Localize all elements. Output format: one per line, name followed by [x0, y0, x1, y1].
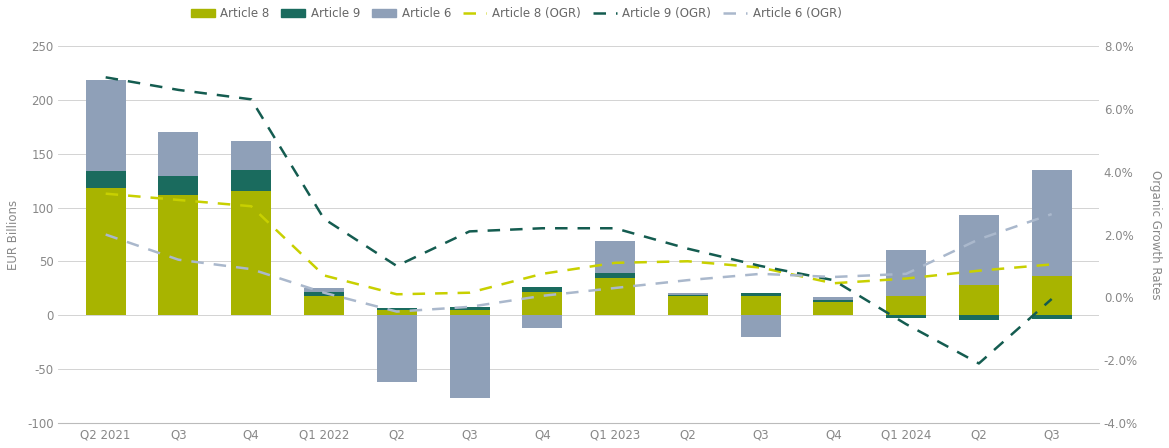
Bar [231, 170, 271, 191]
Bar [595, 273, 635, 278]
Bar [741, 293, 781, 296]
Legend: Article 8, Article 9, Article 6, Article 8 (OGR), Article 9 (OGR), Article 6 (OG: Article 8, Article 9, Article 6, Article… [186, 3, 846, 25]
Bar [376, 310, 417, 315]
Y-axis label: EUR Billions: EUR Billions [7, 199, 20, 270]
Bar [376, 315, 417, 382]
Bar [231, 191, 271, 315]
Bar [667, 293, 708, 295]
Bar [304, 292, 344, 296]
Bar [376, 308, 417, 310]
Y-axis label: Organic Growth Rates: Organic Growth Rates [1149, 170, 1162, 299]
Bar [959, 285, 998, 315]
Bar [159, 194, 199, 315]
Bar [1032, 315, 1072, 319]
Bar [159, 177, 199, 194]
Bar [667, 295, 708, 296]
Bar [523, 292, 562, 315]
Bar [886, 296, 926, 315]
Bar [85, 171, 126, 188]
Bar [741, 296, 781, 315]
Bar [814, 300, 853, 302]
Bar [159, 132, 199, 177]
Bar [231, 141, 271, 170]
Bar [741, 315, 781, 337]
Bar [667, 296, 708, 315]
Bar [814, 297, 853, 300]
Bar [886, 315, 926, 318]
Bar [450, 307, 490, 310]
Bar [450, 315, 490, 398]
Bar [523, 287, 562, 292]
Bar [959, 315, 998, 320]
Bar [523, 315, 562, 328]
Bar [85, 188, 126, 315]
Bar [304, 289, 344, 292]
Bar [959, 215, 998, 285]
Bar [1032, 276, 1072, 315]
Bar [595, 241, 635, 273]
Bar [85, 80, 126, 171]
Bar [595, 278, 635, 315]
Bar [886, 250, 926, 296]
Bar [450, 310, 490, 315]
Bar [814, 302, 853, 315]
Bar [304, 296, 344, 315]
Bar [1032, 170, 1072, 276]
